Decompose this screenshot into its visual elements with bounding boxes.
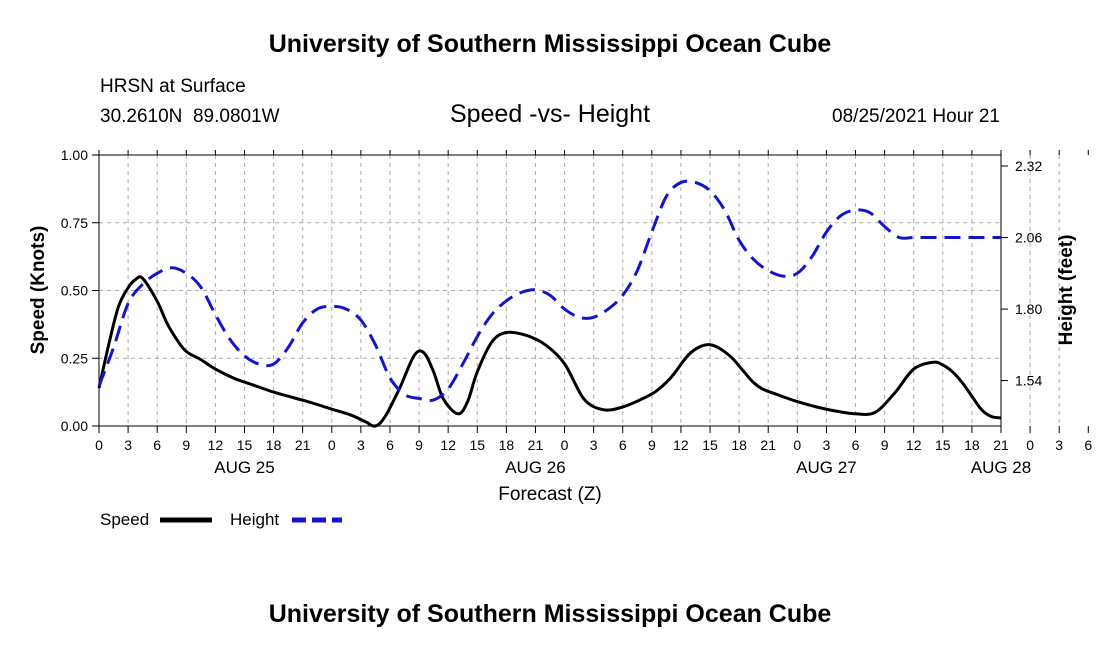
x-tick-label: 12 bbox=[673, 437, 689, 453]
x-tick-label: 0 bbox=[328, 437, 336, 453]
y2-axis-label: Height (feet) bbox=[1056, 235, 1077, 346]
x-tick-label: 3 bbox=[823, 437, 831, 453]
legend-speed-label: Speed bbox=[100, 510, 149, 529]
day-label: AUG 27 bbox=[796, 458, 856, 477]
x-tick-label: 0 bbox=[793, 437, 801, 453]
grid-lines bbox=[99, 155, 1060, 426]
day-label: AUG 26 bbox=[505, 458, 565, 477]
y2-tick-label: 1.80 bbox=[1015, 301, 1042, 317]
y-tick-label: 0.25 bbox=[61, 350, 88, 366]
series-layer bbox=[97, 179, 1002, 428]
x-tick-label: 21 bbox=[528, 437, 544, 453]
x-tick-label: 9 bbox=[182, 437, 190, 453]
series-line-speed bbox=[97, 275, 1002, 428]
x-tick-label: 18 bbox=[964, 437, 980, 453]
x-tick-label: 6 bbox=[1084, 437, 1092, 453]
x-tick-label: 3 bbox=[590, 437, 598, 453]
x-tick-label: 0 bbox=[561, 437, 569, 453]
station-label: HRSN at Surface bbox=[100, 76, 246, 97]
x-tick-label: 9 bbox=[415, 437, 423, 453]
x-tick-label: 15 bbox=[237, 437, 253, 453]
x-tick-label: 18 bbox=[499, 437, 515, 453]
header-title: University of Southern Mississippi Ocean… bbox=[268, 30, 832, 58]
y-tick-label: 1.00 bbox=[61, 147, 88, 163]
y2-tick-label: 2.32 bbox=[1015, 158, 1042, 174]
station-coordinates: 30.2610N 89.0801W bbox=[100, 106, 280, 127]
axes: 0 3 6 9 12 15 18 21 0 3 6 9 12 15 18 21 0 3 6 9 12 15 18 21 0 3 6 9… bbox=[61, 147, 1093, 477]
x-tick-label: 9 bbox=[648, 437, 656, 453]
x-tick-label: 6 bbox=[619, 437, 627, 453]
x-tick-label: 0 bbox=[1026, 437, 1034, 453]
x-tick-label: 12 bbox=[440, 437, 456, 453]
y-tick-label: 0.00 bbox=[61, 418, 88, 434]
y2-tick-label: 1.54 bbox=[1015, 373, 1042, 389]
x-tick-label: 6 bbox=[153, 437, 161, 453]
y-tick-label: 0.75 bbox=[61, 215, 88, 231]
legend-height-label: Height bbox=[230, 510, 279, 529]
x-tick-label: 3 bbox=[124, 437, 132, 453]
y-axis-label: Speed (Knots) bbox=[28, 226, 49, 355]
x-tick-label: 15 bbox=[702, 437, 718, 453]
x-tick-label: 15 bbox=[935, 437, 951, 453]
series-line-height bbox=[97, 179, 1001, 402]
x-tick-label: 12 bbox=[208, 437, 224, 453]
footer-title: University of Southern Mississippi Ocean… bbox=[268, 600, 832, 628]
day-label: AUG 25 bbox=[214, 458, 274, 477]
day-label: AUG 28 bbox=[971, 458, 1031, 477]
x-tick-label: 0 bbox=[95, 437, 103, 453]
x-tick-label: 6 bbox=[386, 437, 394, 453]
x-tick-label: 18 bbox=[731, 437, 747, 453]
chart-title: Speed -vs- Height bbox=[449, 100, 651, 128]
forecast-timestamp: 08/25/2021 Hour 21 bbox=[832, 106, 1000, 127]
x-tick-label: 15 bbox=[469, 437, 485, 453]
x-tick-label: 9 bbox=[881, 437, 889, 453]
x-tick-label: 12 bbox=[906, 437, 922, 453]
x-tick-label: 21 bbox=[993, 437, 1009, 453]
x-tick-label: 6 bbox=[852, 437, 860, 453]
x-tick-label: 18 bbox=[266, 437, 282, 453]
x-tick-label: 21 bbox=[295, 437, 311, 453]
y-tick-label: 0.50 bbox=[61, 283, 88, 299]
x-axis-label: Forecast (Z) bbox=[498, 484, 601, 505]
x-tick-label: 3 bbox=[357, 437, 365, 453]
y2-tick-label: 2.06 bbox=[1015, 230, 1042, 246]
x-tick-label: 3 bbox=[1055, 437, 1063, 453]
x-tick-label: 21 bbox=[760, 437, 776, 453]
